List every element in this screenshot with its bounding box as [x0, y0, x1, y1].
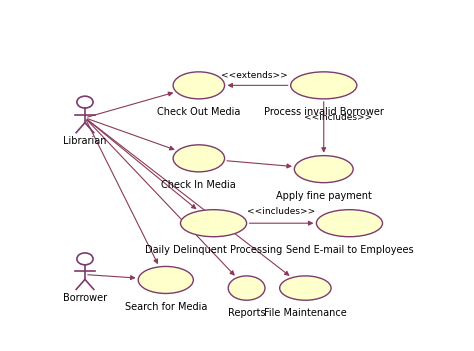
Ellipse shape: [294, 155, 353, 183]
Ellipse shape: [181, 210, 246, 237]
Text: Check In Media: Check In Media: [162, 180, 236, 190]
Text: Daily Delinquent Processing: Daily Delinquent Processing: [145, 245, 282, 255]
Text: Borrower: Borrower: [63, 293, 107, 303]
Ellipse shape: [291, 72, 357, 99]
Text: <<extends>>: <<extends>>: [220, 71, 287, 80]
Text: <<includes>>: <<includes>>: [247, 207, 316, 217]
Text: <<includes>>: <<includes>>: [304, 113, 373, 122]
Text: Reports: Reports: [228, 308, 265, 318]
Text: Check Out Media: Check Out Media: [157, 107, 240, 117]
Ellipse shape: [173, 145, 225, 172]
Text: Process invalid Borrower: Process invalid Borrower: [264, 107, 383, 117]
Text: Send E-mail to Employees: Send E-mail to Employees: [286, 245, 413, 255]
Ellipse shape: [316, 210, 383, 237]
Text: Librarian: Librarian: [63, 136, 107, 146]
Ellipse shape: [228, 276, 265, 300]
Text: Apply fine payment: Apply fine payment: [276, 191, 372, 201]
Ellipse shape: [173, 72, 225, 99]
Text: Search for Media: Search for Media: [125, 302, 207, 312]
Ellipse shape: [280, 276, 331, 300]
Ellipse shape: [138, 266, 193, 293]
Text: File Maintenance: File Maintenance: [264, 308, 347, 318]
